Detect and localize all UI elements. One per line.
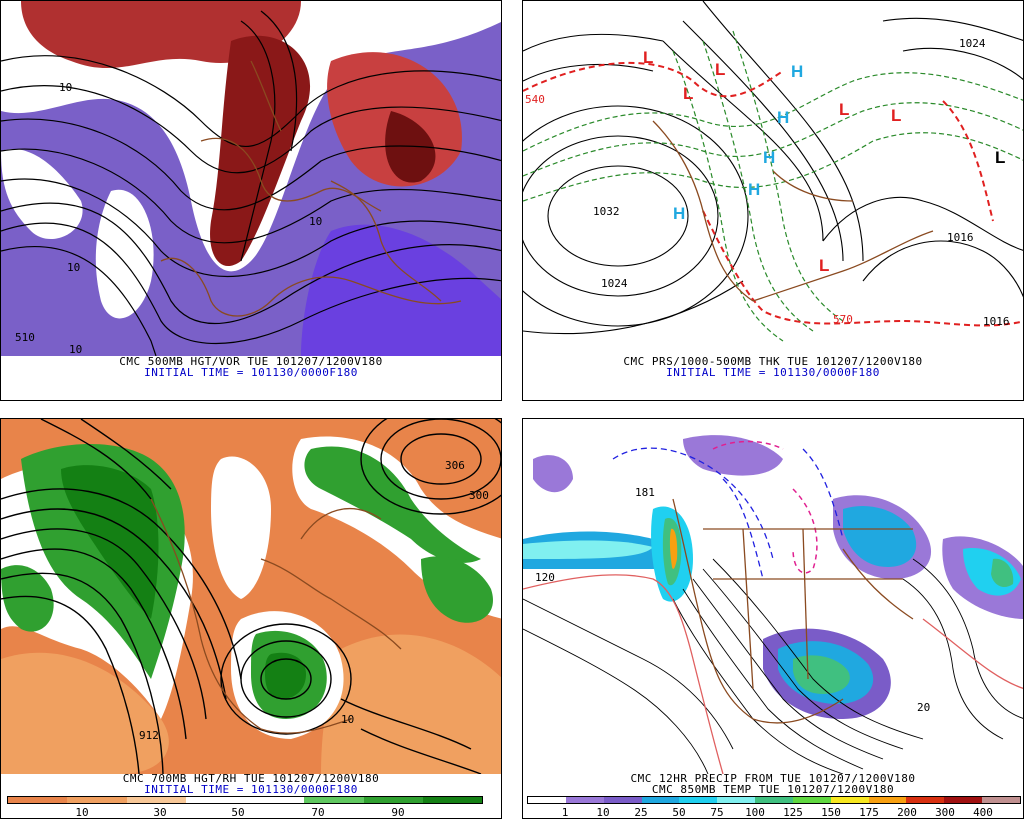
p4-tick-label: 200 <box>897 806 917 819</box>
p1-contour-label-2: 10 <box>67 261 80 274</box>
p4-colorbar-swatch <box>755 797 793 803</box>
p3-colorbar-swatch <box>185 797 245 803</box>
p4-colorbar-ticks: 1 10 25 50 75 100 125 150 175 200 300 40… <box>527 806 1021 818</box>
map-500mb-vorticity: 10 10 510 10 10 <box>1 1 501 356</box>
p2-low-symbol-4: L <box>839 100 849 119</box>
p2-low-symbol-1: L <box>643 48 653 67</box>
map-700mb-relative-humidity: 306 300 912 10 <box>1 419 501 774</box>
p4-caption-temp: CMC 850MB TEMP TUE 101207/1200V180 <box>651 783 895 796</box>
p3-colorbar-swatch <box>422 797 482 803</box>
map-sea-level-pressure-thickness: H H H H H L L L L L L L 1032 1024 1016 1… <box>523 1 1023 356</box>
p4-tick-label: 300 <box>935 806 955 819</box>
p1-contour-label-5: 10 <box>309 215 322 228</box>
p4-colorbar-swatch <box>944 797 983 803</box>
p4-contour-label-3: 20 <box>917 701 930 714</box>
p2-contour-label-3: 1016 <box>947 231 974 244</box>
p4-colorbar-swatch <box>717 797 756 803</box>
p4-tick-label: 10 <box>596 806 610 819</box>
p2-low-symbol-7: L <box>995 148 1005 167</box>
p4-tick-label: 25 <box>634 806 648 819</box>
p1-caption-title: CMC 500MB HGT/VOR TUE 101207/1200V180 <box>119 355 383 368</box>
p4-colorbar-swatch <box>868 797 907 803</box>
p3-contour-label-2: 300 <box>469 489 489 502</box>
panel-precip-850-temp: 181 120 20 CMC 12HR PRECIP FROM TUE 1012… <box>522 418 1024 819</box>
p3-colorbar-ticks: 10 30 50 70 90 <box>7 806 483 818</box>
panel-500mb-hgt-vor: 10 10 510 10 10 CMC 500MB HGT/VOR TUE 10… <box>0 0 502 401</box>
p3-contour-label-4: 10 <box>341 713 354 726</box>
p4-colorbar-swatch <box>982 797 1020 803</box>
p3-contour-label-1: 306 <box>445 459 465 472</box>
p4-colorbar-swatch <box>603 797 642 803</box>
p3-tick-label: 30 <box>153 806 167 819</box>
p2-caption-title: CMC PRS/1000-500MB THK TUE 101207/1200V1… <box>623 355 923 368</box>
p1-contour-label-1: 10 <box>59 81 72 94</box>
p2-contour-label-2: 1024 <box>601 277 628 290</box>
p3-tick-label: 70 <box>311 806 325 819</box>
p2-high-symbol-5: H <box>791 62 803 81</box>
p2-high-symbol-2: H <box>748 180 760 199</box>
p4-contour-label-2: 120 <box>535 571 555 584</box>
p2-contour-label-4: 1024 <box>959 37 986 50</box>
p2-high-symbol-1: H <box>673 204 685 223</box>
p1-contour-label-3: 510 <box>15 331 35 344</box>
p3-caption-title: CMC 700MB HGT/RH TUE 101207/1200V180 <box>122 772 380 785</box>
p2-high-symbol-3: H <box>763 148 775 167</box>
p2-caption-init-time: INITIAL TIME = 101130/0000F180 <box>666 366 880 379</box>
p4-tick-label: 150 <box>821 806 841 819</box>
p3-caption-init-time: INITIAL TIME = 101130/0000F180 <box>144 783 358 796</box>
p3-colorbar-swatch <box>304 797 364 803</box>
p2-contour-label-5: 1016 <box>983 315 1010 328</box>
p2-high-symbol-4: H <box>777 108 789 127</box>
p4-colorbar-swatch <box>641 797 680 803</box>
p4-colorbar-swatch <box>679 797 718 803</box>
p2-low-symbol-3: L <box>715 60 725 79</box>
panel-prs-thk: H H H H H L L L L L L L 1032 1024 1016 1… <box>522 0 1024 401</box>
p4-tick-label: 100 <box>745 806 765 819</box>
p4-colorbar-swatch <box>792 797 831 803</box>
p3-rh-colorbar <box>7 796 483 804</box>
p3-tick-label: 50 <box>231 806 245 819</box>
p4-colorbar-swatch <box>830 797 869 803</box>
p3-colorbar-swatch <box>363 797 423 803</box>
p2-contour-label-6: 570 <box>833 313 853 326</box>
p2-contour-label-1: 1032 <box>593 205 620 218</box>
p3-colorbar-swatch <box>8 797 68 803</box>
p4-tick-label: 1 <box>561 806 569 819</box>
p1-caption-init-time: INITIAL TIME = 101130/0000F180 <box>144 366 358 379</box>
p3-tick-label: 90 <box>391 806 405 819</box>
p4-colorbar-swatch <box>528 797 566 803</box>
p3-colorbar-swatch <box>67 797 127 803</box>
p2-low-symbol-2: L <box>683 84 693 103</box>
p4-tick-label: 400 <box>973 806 993 819</box>
p2-low-symbol-5: L <box>891 106 901 125</box>
p3-contour-label-3: 912 <box>139 729 159 742</box>
p1-contour-label-4: 10 <box>69 343 82 356</box>
p4-caption-precip: CMC 12HR PRECIP FROM TUE 101207/1200V180 <box>630 772 916 785</box>
p3-tick-label: 10 <box>75 806 89 819</box>
p4-tick-label: 125 <box>783 806 803 819</box>
panel-700mb-hgt-rh: 306 300 912 10 CMC 700MB HGT/RH TUE 1012… <box>0 418 502 819</box>
p2-low-symbol-6: L <box>819 256 829 275</box>
p4-tick-label: 75 <box>710 806 724 819</box>
p4-colorbar-swatch <box>906 797 945 803</box>
p3-colorbar-swatch <box>126 797 186 803</box>
map-12hr-precip-850mb-temp: 181 120 20 <box>523 419 1023 774</box>
p3-colorbar-swatch <box>245 797 305 803</box>
p4-tick-label: 175 <box>859 806 879 819</box>
p4-precip-colorbar <box>527 796 1021 804</box>
p4-colorbar-swatch <box>565 797 604 803</box>
p4-contour-label-1: 181 <box>635 486 655 499</box>
p2-contour-label-7: 540 <box>525 93 545 106</box>
p4-tick-label: 50 <box>672 806 686 819</box>
